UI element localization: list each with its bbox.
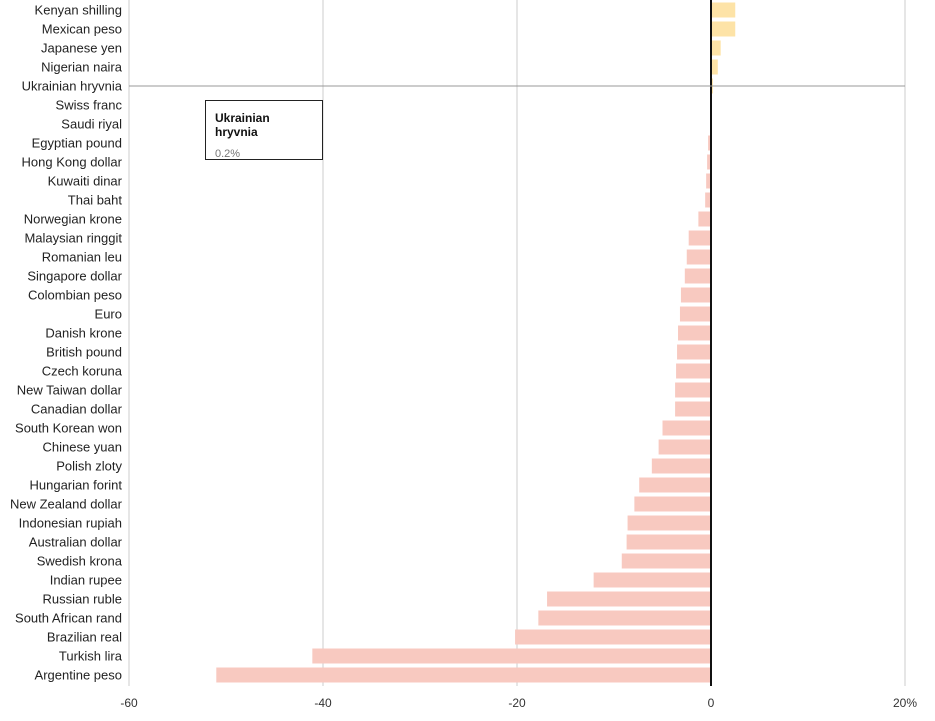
bar[interactable] [547, 591, 711, 607]
category-label: Swiss franc [56, 98, 123, 113]
category-label: Indian rupee [50, 573, 122, 588]
bar[interactable] [621, 553, 711, 569]
bar[interactable] [684, 268, 711, 284]
bar[interactable] [538, 610, 711, 626]
bar[interactable] [675, 401, 711, 417]
category-label: Nigerian naira [41, 60, 123, 75]
bar[interactable] [676, 363, 711, 379]
category-label: Brazilian real [47, 630, 122, 645]
bar[interactable] [634, 496, 711, 512]
overlay [129, 0, 905, 686]
category-label: Danish krone [45, 326, 122, 341]
category-label: Singapore dollar [27, 269, 122, 284]
category-label: Thai baht [68, 193, 123, 208]
bar[interactable] [698, 211, 711, 227]
bar[interactable] [688, 230, 711, 246]
bar[interactable] [707, 154, 711, 170]
tooltip-title: Ukrainian hryvnia [215, 111, 270, 139]
category-labels: Kenyan shilling Mexican peso Japanese yen N… [10, 3, 123, 683]
bar[interactable] [651, 458, 711, 474]
category-label: Chinese yuan [43, 440, 123, 455]
bars [216, 2, 736, 683]
x-tick-label: -60 [120, 696, 138, 710]
category-label: Hungarian forint [30, 478, 123, 493]
bar[interactable] [711, 2, 736, 18]
category-label: New Taiwan dollar [17, 383, 123, 398]
category-label: Kenyan shilling [35, 3, 122, 18]
category-label: British pound [46, 345, 122, 360]
category-label: Russian ruble [43, 592, 123, 607]
category-label: Czech koruna [42, 364, 123, 379]
category-label: Egyptian pound [32, 136, 122, 151]
category-label: Malaysian ringgit [24, 231, 122, 246]
bar[interactable] [678, 325, 711, 341]
x-tick-label: 0 [708, 696, 715, 710]
category-label: Kuwaiti dinar [48, 174, 123, 189]
bar[interactable] [639, 477, 711, 493]
bar[interactable] [662, 420, 712, 436]
bar[interactable] [515, 629, 711, 645]
category-label: Saudi riyal [61, 117, 122, 132]
bar[interactable] [675, 382, 711, 398]
category-label: Swedish krona [37, 554, 123, 569]
bar[interactable] [593, 572, 711, 588]
bar[interactable] [312, 648, 711, 664]
bar[interactable] [658, 439, 711, 455]
bar[interactable] [626, 534, 711, 550]
category-label: New Zealand dollar [10, 497, 123, 512]
bar[interactable] [216, 667, 712, 683]
category-label: South African rand [15, 611, 122, 626]
bar[interactable] [711, 59, 718, 75]
bar[interactable] [708, 135, 711, 151]
category-label: South Korean won [15, 421, 122, 436]
category-label: Turkish lira [59, 649, 123, 664]
category-label: Colombian peso [28, 288, 122, 303]
category-label: Romanian leu [42, 250, 122, 265]
x-tick-label: -20 [508, 696, 526, 710]
x-tick-label: -40 [314, 696, 332, 710]
tooltip: Ukrainian hryvnia 0.2% [205, 100, 323, 160]
category-label: Mexican peso [42, 22, 122, 37]
category-label: Ukrainian hryvnia [22, 79, 123, 94]
category-label: Argentine peso [35, 668, 122, 683]
category-label: Norwegian krone [24, 212, 122, 227]
category-label: Australian dollar [29, 535, 123, 550]
category-label: Euro [95, 307, 122, 322]
category-label: Polish zloty [56, 459, 122, 474]
category-label: Hong Kong dollar [22, 155, 123, 170]
bar[interactable] [627, 515, 711, 531]
gridlines [128, 0, 906, 686]
bar[interactable] [711, 21, 736, 37]
category-label: Japanese yen [41, 41, 122, 56]
bar[interactable] [680, 287, 711, 303]
category-label: Canadian dollar [31, 402, 123, 417]
x-tick-label: 20% [893, 696, 917, 710]
bar[interactable] [706, 173, 711, 189]
bar[interactable] [705, 192, 711, 208]
x-axis-ticks: -60 -40 -20 0 20% [120, 696, 917, 710]
tooltip-value: 0.2% [215, 148, 241, 160]
category-label: Indonesian rupiah [19, 516, 122, 531]
bar[interactable] [711, 40, 721, 56]
bar[interactable] [677, 344, 711, 360]
bar[interactable] [679, 306, 711, 322]
bar[interactable] [686, 249, 711, 265]
